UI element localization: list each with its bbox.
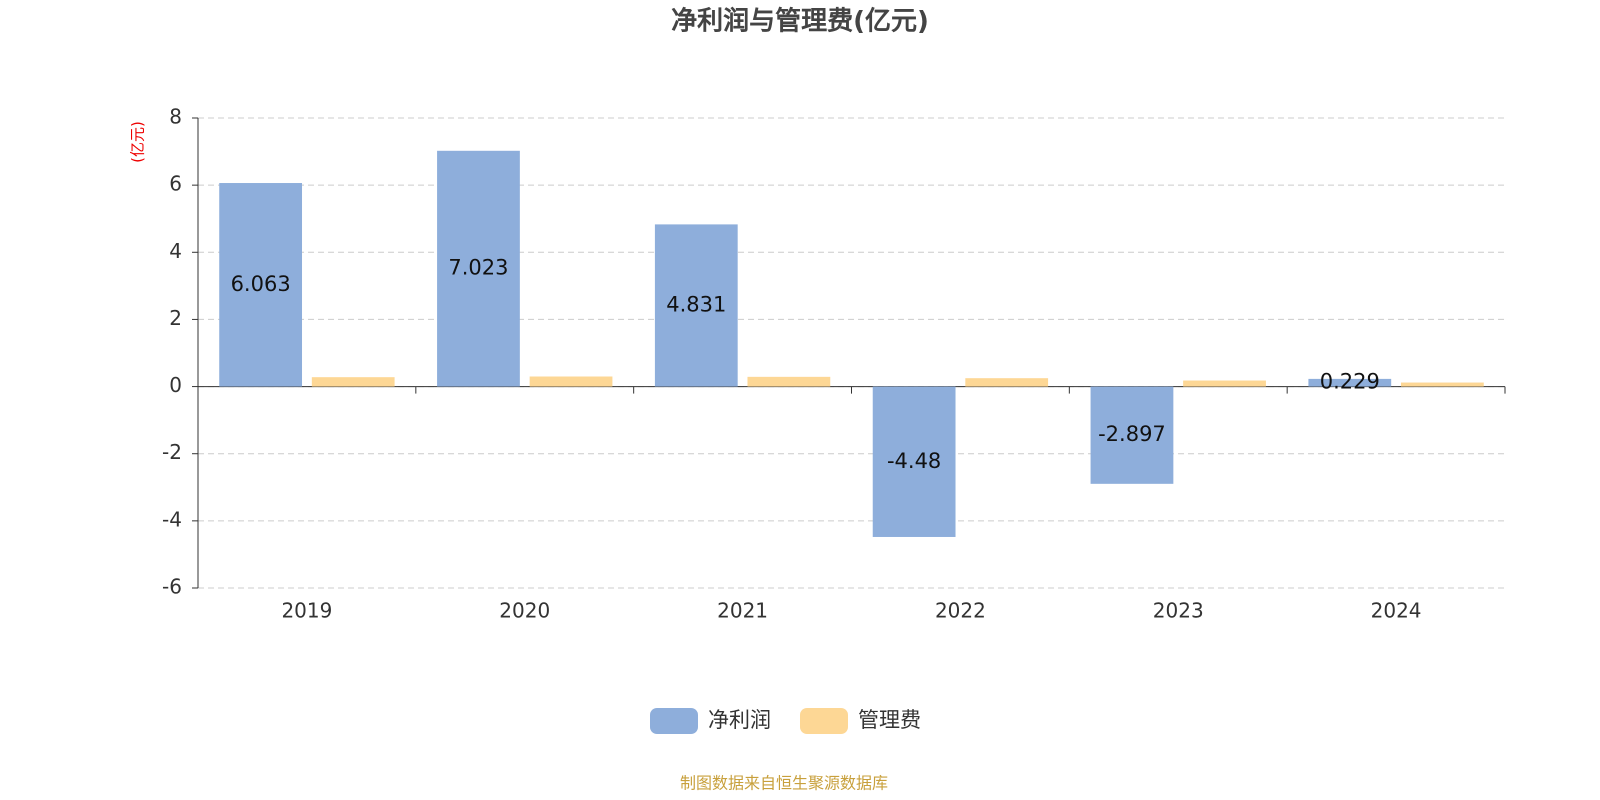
data-label: 0.229 [1320, 370, 1380, 394]
chart-title: 净利润与管理费(亿元) [671, 6, 929, 37]
y-tick-label: -2 [162, 440, 182, 464]
x-tick-label: 2022 [935, 599, 986, 623]
y-tick-label: -4 [162, 507, 182, 531]
y-tick-label: 6 [169, 172, 182, 196]
data-label: -2.897 [1098, 422, 1166, 446]
data-label: 6.063 [231, 272, 291, 296]
x-tick-label: 2023 [1153, 599, 1204, 623]
bar [219, 183, 303, 387]
y-tick-label: 8 [169, 105, 182, 129]
data-label: 7.023 [448, 256, 508, 280]
bar [311, 377, 395, 387]
bar [747, 376, 831, 387]
bar [437, 150, 520, 387]
bar [529, 376, 613, 387]
y-tick-label: 2 [169, 306, 182, 330]
legend-swatch [650, 708, 698, 734]
y-tick-label: 0 [169, 373, 182, 397]
y-axis-label: (亿元) [129, 121, 147, 163]
data-label: 4.831 [666, 292, 726, 316]
y-tick-label: 4 [169, 239, 182, 263]
bar [965, 378, 1049, 387]
data-label: -4.48 [887, 449, 941, 473]
legend-label: 净利润 [708, 708, 771, 732]
legend-swatch [800, 708, 848, 734]
bar [1090, 386, 1174, 484]
x-tick-label: 2021 [717, 599, 768, 623]
bar [1183, 380, 1266, 387]
bar [1308, 378, 1392, 387]
source-note: 制图数据来自恒生聚源数据库 [680, 774, 888, 793]
bar [872, 386, 956, 537]
bar [1400, 382, 1484, 387]
y-tick-label: -6 [162, 575, 182, 599]
x-tick-label: 2024 [1371, 599, 1422, 623]
x-tick-label: 2020 [499, 599, 550, 623]
x-tick-label: 2019 [281, 599, 332, 623]
bar [654, 224, 738, 387]
legend-label: 管理费 [858, 708, 921, 732]
